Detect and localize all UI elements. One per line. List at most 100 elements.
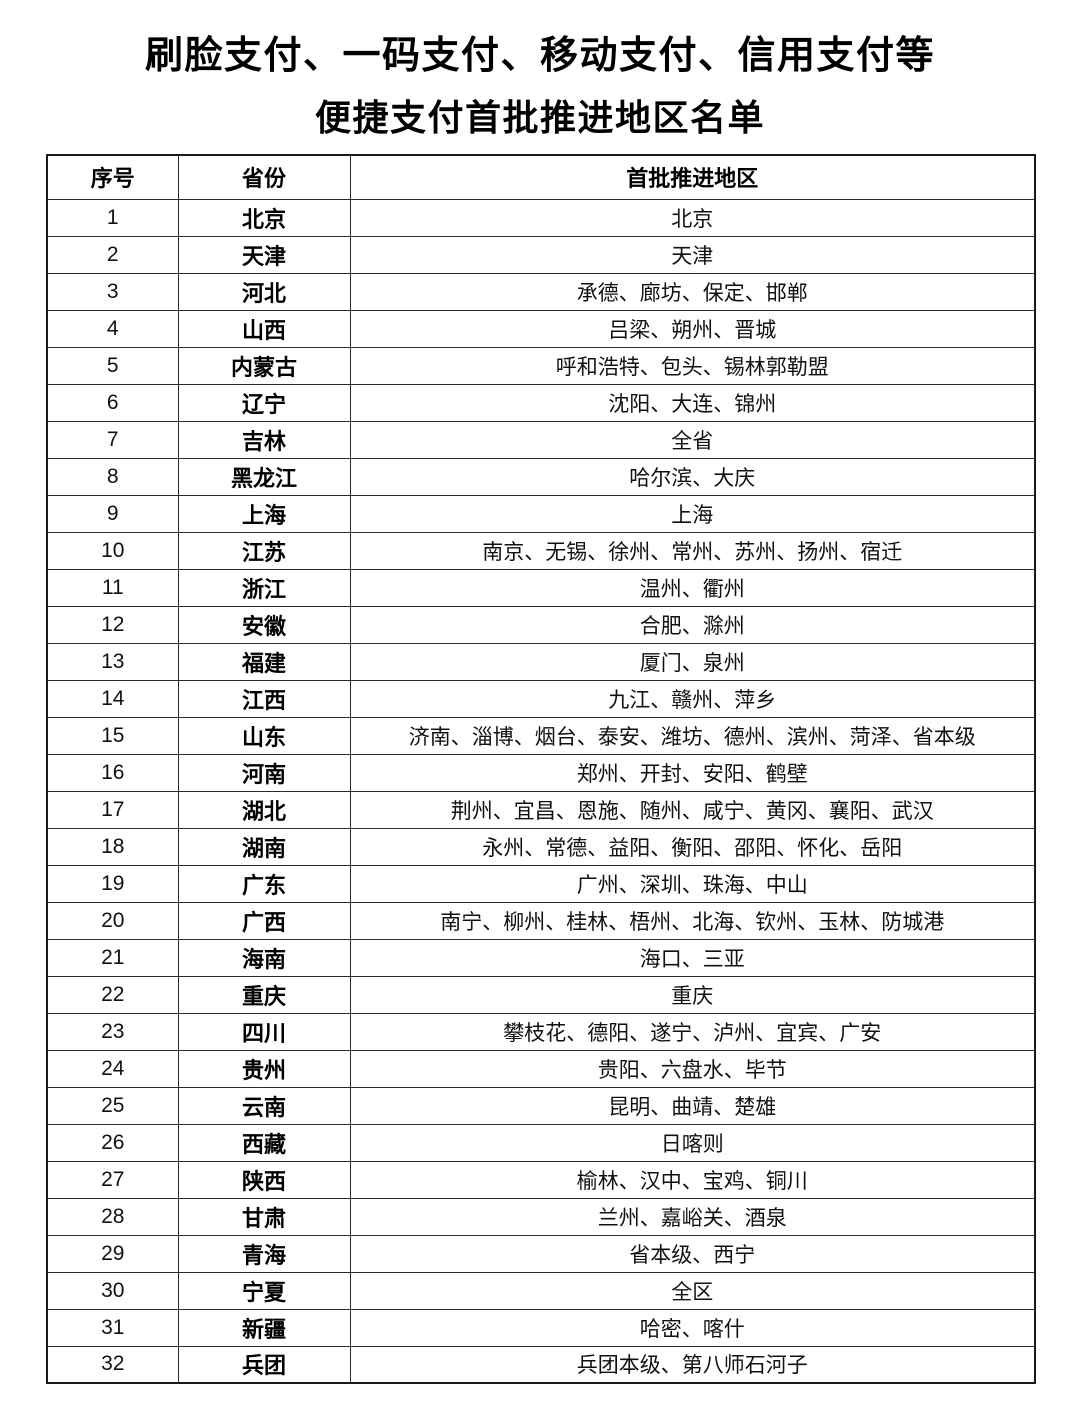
- cell-province: 福建: [177, 642, 351, 681]
- cell-index: 11: [46, 568, 179, 607]
- table-row: 4 山西 吕梁、朔州、晋城: [46, 309, 1036, 348]
- cell-province: 山东: [177, 716, 351, 755]
- cell-province: 浙江: [177, 568, 351, 607]
- document-title-line1: 刷脸支付、一码支付、移动支付、信用支付等: [144, 32, 935, 77]
- cell-regions: 呼和浩特、包头、锡林郭勒盟: [349, 346, 1036, 385]
- cell-province: 贵州: [177, 1049, 351, 1088]
- cell-index: 25: [46, 1086, 179, 1125]
- cell-index: 17: [46, 790, 179, 829]
- cell-province: 河南: [177, 753, 351, 792]
- table-row: 12 安徽 合肥、滁州: [46, 605, 1036, 644]
- cell-province: 甘肃: [177, 1197, 351, 1236]
- cell-province: 吉林: [177, 420, 351, 459]
- cell-regions: 郑州、开封、安阳、鹤壁: [349, 753, 1036, 792]
- table-row: 20 广西 南宁、柳州、桂林、梧州、北海、钦州、玉林、防城港: [46, 901, 1036, 940]
- table-row: 17 湖北 荆州、宜昌、恩施、随州、咸宁、黄冈、襄阳、武汉: [46, 790, 1036, 829]
- cell-regions: 沈阳、大连、锦州: [349, 383, 1036, 422]
- cell-province: 青海: [177, 1234, 351, 1273]
- cell-index: 14: [46, 679, 179, 718]
- table-row: 9 上海 上海: [46, 494, 1036, 533]
- cell-index: 28: [46, 1197, 179, 1236]
- cell-regions: 南京、无锡、徐州、常州、苏州、扬州、宿迁: [349, 531, 1036, 570]
- cell-regions: 贵阳、六盘水、毕节: [349, 1049, 1036, 1088]
- cell-regions: 九江、赣州、萍乡: [349, 679, 1036, 718]
- cell-province: 天津: [177, 235, 351, 274]
- cell-province: 内蒙古: [177, 346, 351, 385]
- table-row: 24 贵州 贵阳、六盘水、毕节: [46, 1049, 1036, 1088]
- column-header-index: 序号: [46, 154, 179, 200]
- cell-index: 4: [46, 309, 179, 348]
- cell-index: 9: [46, 494, 179, 533]
- cell-regions: 重庆: [349, 975, 1036, 1014]
- cell-index: 2: [46, 235, 179, 274]
- cell-province: 安徽: [177, 605, 351, 644]
- table-row: 15 山东 济南、淄博、烟台、泰安、潍坊、德州、滨州、菏泽、省本级: [46, 716, 1036, 755]
- cell-index: 3: [46, 272, 179, 311]
- cell-index: 13: [46, 642, 179, 681]
- cell-index: 10: [46, 531, 179, 570]
- cell-index: 32: [46, 1345, 179, 1384]
- cell-index: 26: [46, 1123, 179, 1162]
- table-row: 30 宁夏 全区: [46, 1271, 1036, 1310]
- cell-province: 广东: [177, 864, 351, 903]
- cell-regions: 省本级、西宁: [349, 1234, 1036, 1273]
- cell-index: 22: [46, 975, 179, 1014]
- cell-index: 30: [46, 1271, 179, 1310]
- cell-regions: 昆明、曲靖、楚雄: [349, 1086, 1036, 1125]
- table-row: 21 海南 海口、三亚: [46, 938, 1036, 977]
- table-row: 23 四川 攀枝花、德阳、遂宁、泸州、宜宾、广安: [46, 1012, 1036, 1051]
- table-row: 11 浙江 温州、衢州: [46, 568, 1036, 607]
- table-row: 3 河北 承德、廊坊、保定、邯郸: [46, 272, 1036, 311]
- cell-province: 四川: [177, 1012, 351, 1051]
- cell-province: 新疆: [177, 1308, 351, 1347]
- region-table: 序号 省份 首批推进地区 1 北京 北京 2 天津 天津 3 河北 承德、廊坊、保定、邯郸 4 山西…: [46, 154, 1036, 1384]
- cell-regions: 哈密、喀什: [349, 1308, 1036, 1347]
- table-row: 13 福建 厦门、泉州: [46, 642, 1036, 681]
- table-row: 22 重庆 重庆: [46, 975, 1036, 1014]
- cell-index: 12: [46, 605, 179, 644]
- cell-regions: 兵团本级、第八师石河子: [349, 1345, 1036, 1384]
- table-row: 27 陕西 榆林、汉中、宝鸡、铜川: [46, 1160, 1036, 1199]
- table-row: 31 新疆 哈密、喀什: [46, 1308, 1036, 1347]
- table-row: 2 天津 天津: [46, 235, 1036, 274]
- cell-province: 山西: [177, 309, 351, 348]
- cell-province: 上海: [177, 494, 351, 533]
- cell-province: 重庆: [177, 975, 351, 1014]
- cell-province: 云南: [177, 1086, 351, 1125]
- table-row: 28 甘肃 兰州、嘉峪关、酒泉: [46, 1197, 1036, 1236]
- cell-province: 兵团: [177, 1345, 351, 1384]
- cell-regions: 攀枝花、德阳、遂宁、泸州、宜宾、广安: [349, 1012, 1036, 1051]
- table-row: 25 云南 昆明、曲靖、楚雄: [46, 1086, 1036, 1125]
- cell-regions: 天津: [349, 235, 1036, 274]
- cell-index: 19: [46, 864, 179, 903]
- cell-province: 西藏: [177, 1123, 351, 1162]
- cell-province: 陕西: [177, 1160, 351, 1199]
- table-row: 18 湖南 永州、常德、益阳、衡阳、邵阳、怀化、岳阳: [46, 827, 1036, 866]
- table-row: 6 辽宁 沈阳、大连、锦州: [46, 383, 1036, 422]
- cell-regions: 南宁、柳州、桂林、梧州、北海、钦州、玉林、防城港: [349, 901, 1036, 940]
- cell-province: 辽宁: [177, 383, 351, 422]
- cell-regions: 全省: [349, 420, 1036, 459]
- cell-index: 7: [46, 420, 179, 459]
- cell-province: 江苏: [177, 531, 351, 570]
- cell-province: 宁夏: [177, 1271, 351, 1310]
- table-row: 5 内蒙古 呼和浩特、包头、锡林郭勒盟: [46, 346, 1036, 385]
- table-row: 32 兵团 兵团本级、第八师石河子: [46, 1345, 1036, 1384]
- cell-index: 8: [46, 457, 179, 496]
- document-title-block: 刷脸支付、一码支付、移动支付、信用支付等 便捷支付首批推进地区名单: [0, 0, 1080, 142]
- cell-regions: 吕梁、朔州、晋城: [349, 309, 1036, 348]
- cell-regions: 温州、衢州: [349, 568, 1036, 607]
- cell-province: 海南: [177, 938, 351, 977]
- cell-index: 20: [46, 901, 179, 940]
- table-row: 8 黑龙江 哈尔滨、大庆: [46, 457, 1036, 496]
- table-row: 14 江西 九江、赣州、萍乡: [46, 679, 1036, 718]
- cell-index: 18: [46, 827, 179, 866]
- cell-province: 湖北: [177, 790, 351, 829]
- cell-regions: 永州、常德、益阳、衡阳、邵阳、怀化、岳阳: [349, 827, 1036, 866]
- table-header-row: 序号 省份 首批推进地区: [46, 154, 1036, 200]
- table-row: 1 北京 北京: [46, 198, 1036, 237]
- cell-regions: 济南、淄博、烟台、泰安、潍坊、德州、滨州、菏泽、省本级: [349, 716, 1036, 755]
- cell-index: 23: [46, 1012, 179, 1051]
- table-row: 16 河南 郑州、开封、安阳、鹤壁: [46, 753, 1036, 792]
- cell-index: 1: [46, 198, 179, 237]
